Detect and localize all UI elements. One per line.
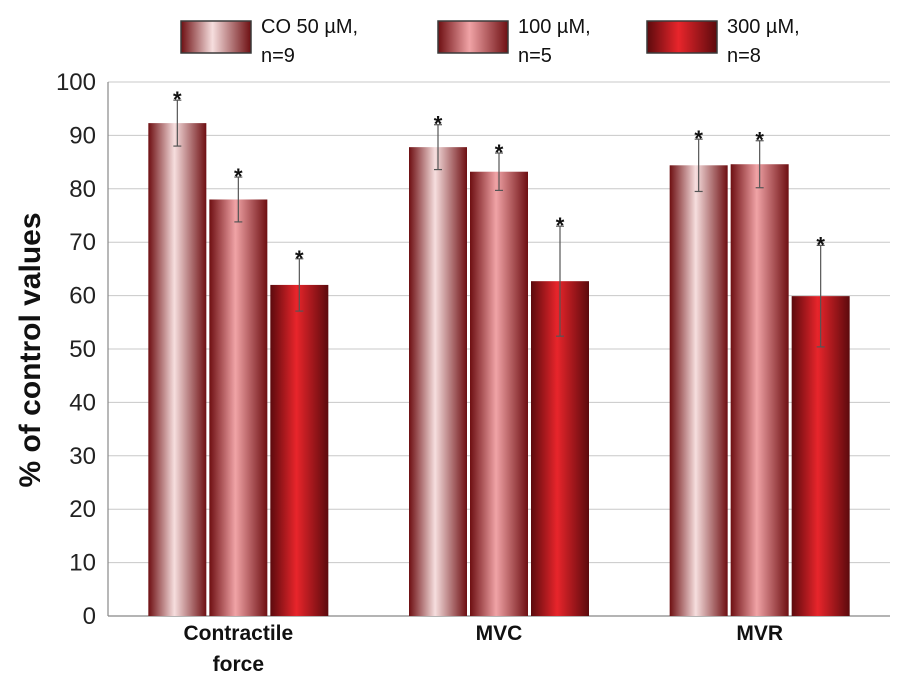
y-tick-label: 40: [69, 389, 96, 416]
bar: [409, 147, 467, 616]
bar: [791, 296, 850, 616]
legend-swatch: [437, 20, 509, 54]
error-bars: [173, 99, 825, 348]
y-axis-label: % of control values: [14, 212, 47, 487]
significance-star: *: [234, 164, 243, 189]
significance-star: *: [434, 112, 443, 137]
legend-label: CO 50 µM, n=9: [261, 16, 358, 67]
x-tick-label: MVR: [736, 622, 783, 645]
error-bar: [694, 138, 703, 193]
error-bar: [234, 176, 243, 223]
y-tick-label: 20: [69, 496, 96, 523]
significance-star: *: [755, 128, 764, 153]
tick-labels: 0 10 20 30 40 50 60 70 80 90 100 Contractile force MV…: [56, 69, 783, 675]
bar: [669, 165, 728, 616]
legend-item: 300 µM, n=8: [646, 16, 800, 67]
error-bar: [556, 225, 564, 337]
y-tick-label: 60: [69, 283, 96, 310]
legend-swatch: [180, 20, 252, 54]
bar: [531, 281, 589, 616]
y-tick-label: 90: [69, 122, 96, 149]
error-bar: [495, 152, 503, 192]
error-bar: [755, 140, 764, 189]
significance-star: *: [295, 246, 304, 271]
legend: CO 50 µM, n=9 100 µM, n=5 300 µM, n=8: [180, 16, 800, 67]
bar: [270, 284, 329, 616]
legend-item: CO 50 µM, n=9: [180, 16, 358, 67]
y-tick-label: 80: [69, 176, 96, 203]
bar: [730, 164, 789, 616]
y-tick-label: 100: [56, 69, 96, 96]
y-tick-label: 10: [69, 550, 96, 577]
significance-star: *: [173, 87, 182, 112]
y-tick-label: 0: [83, 603, 96, 630]
bar: [148, 123, 207, 617]
y-tick-label: 70: [69, 229, 96, 256]
error-bar: [816, 244, 825, 348]
significance-star: *: [816, 232, 825, 257]
significance-star: *: [694, 126, 703, 151]
bar: [209, 199, 268, 617]
error-bar: [295, 258, 304, 312]
y-tick-label: 50: [69, 336, 96, 363]
significance-star: *: [556, 213, 565, 238]
y-tick-label: 30: [69, 443, 96, 470]
significance-star: *: [495, 140, 504, 165]
legend-item: 100 µM, n=5: [437, 16, 591, 67]
error-bar: [173, 99, 182, 147]
legend-swatch: [646, 20, 718, 54]
error-bar: [434, 124, 442, 171]
x-tick-label: MVC: [476, 622, 523, 645]
bars: [148, 123, 850, 617]
legend-label: 100 µM, n=5: [518, 16, 591, 67]
legend-label: 300 µM, n=8: [727, 16, 800, 67]
x-tick-label: Contractile force: [183, 622, 293, 675]
bar: [470, 171, 528, 616]
significance-markers: * * * * * * * * *: [173, 87, 825, 271]
